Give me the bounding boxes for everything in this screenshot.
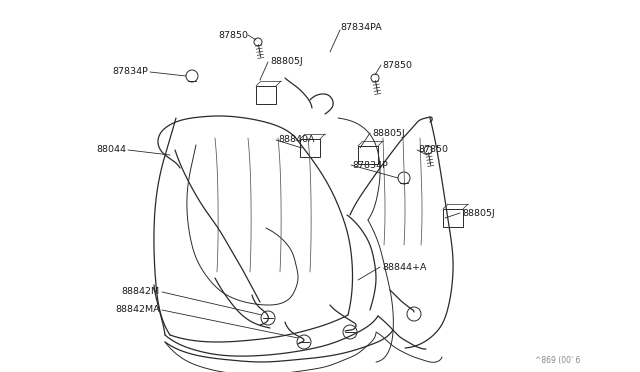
Text: ^869 (00' 6: ^869 (00' 6 [534,356,580,365]
Text: 88842M: 88842M [122,288,160,296]
Text: 88805J: 88805J [462,208,495,218]
Text: 88844+A: 88844+A [382,263,426,272]
Text: 88044: 88044 [96,145,126,154]
Text: 87850: 87850 [418,145,448,154]
Text: 88842MA: 88842MA [115,305,160,314]
Bar [256,86,276,104]
Text: 88840A: 88840A [278,135,314,144]
Bar [358,146,378,164]
Text: 88805J: 88805J [372,128,404,138]
Text: 88805J: 88805J [270,58,303,67]
Bar [443,209,463,227]
Text: 87834PA: 87834PA [340,23,381,32]
Text: 87834P: 87834P [352,160,388,170]
Text: 87834P: 87834P [112,67,148,77]
Bar [300,139,320,157]
Text: 87850: 87850 [382,61,412,70]
Text: 87850: 87850 [218,31,248,39]
